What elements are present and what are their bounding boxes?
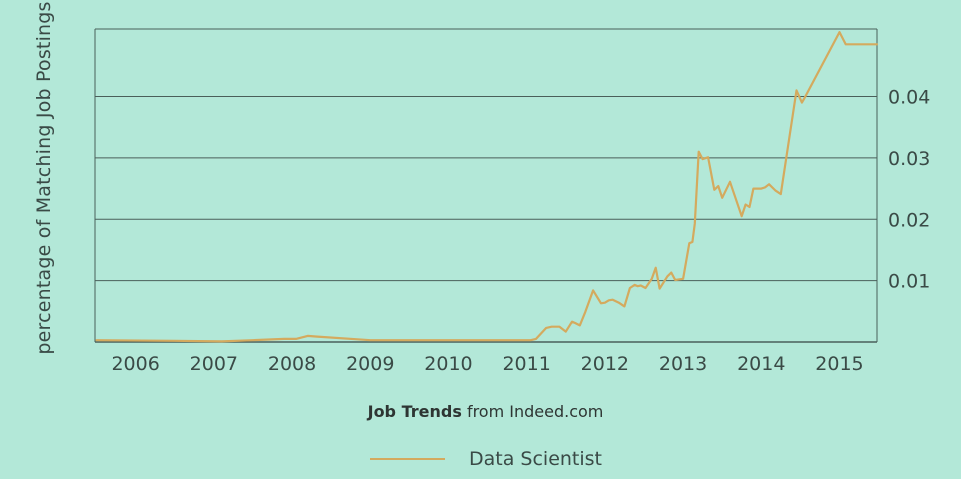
- x-tick-label-2015: 2015: [815, 353, 863, 375]
- x-tick-label-2014: 2014: [737, 353, 785, 375]
- caption-rest-text: from Indeed.com: [466, 402, 604, 421]
- x-tick-label-2007: 2007: [190, 353, 238, 375]
- x-tick-label-2011: 2011: [502, 353, 550, 375]
- x-tick-label-2010: 2010: [424, 353, 472, 375]
- x-tick-label-2008: 2008: [268, 353, 316, 375]
- series-layer: [95, 30, 879, 343]
- x-tick-label-2012: 2012: [581, 353, 629, 375]
- x-axis-ticks: 2006 2007 2008 2009 2010 2011 2012 2013 2014 2015: [111, 353, 863, 375]
- x-tick-label-2009: 2009: [346, 353, 394, 375]
- y-tick-label-0.03: 0.03: [888, 148, 930, 170]
- x-tick-label-2013: 2013: [659, 353, 707, 375]
- chart-legend: Data Scientist: [370, 446, 602, 472]
- legend-label: Data Scientist: [469, 448, 602, 470]
- grid-lines: [95, 96, 877, 282]
- y-tick-label-0.02: 0.02: [888, 209, 930, 231]
- chart-caption: Job Trends from Indeed.com: [0, 402, 961, 421]
- y-tick-label-0.01: 0.01: [888, 271, 930, 293]
- series-line-0: [95, 30, 879, 343]
- legend-swatch: [370, 458, 445, 460]
- y-axis-label: percentage of Matching Job Postings: [33, 1, 55, 355]
- y-axis-ticks: 0.01 0.02 0.03 0.04: [888, 87, 930, 293]
- plot-frame: [94, 28, 878, 343]
- y-tick-label-0.04: 0.04: [888, 87, 930, 109]
- caption-bold-text: Job Trends: [367, 402, 462, 421]
- x-tick-label-2006: 2006: [111, 353, 159, 375]
